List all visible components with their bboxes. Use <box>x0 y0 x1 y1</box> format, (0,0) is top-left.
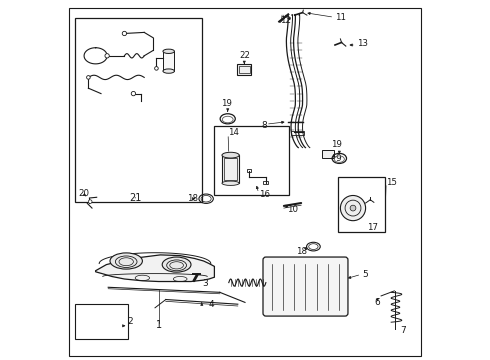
Bar <box>75 18 202 202</box>
Text: 8: 8 <box>261 121 267 130</box>
Bar <box>237 64 251 75</box>
Circle shape <box>88 200 92 203</box>
Text: 14: 14 <box>228 128 239 137</box>
Ellipse shape <box>163 69 174 73</box>
Ellipse shape <box>222 181 239 185</box>
Text: 9: 9 <box>335 154 341 163</box>
Text: 17: 17 <box>368 223 378 232</box>
Bar <box>239 66 250 73</box>
Bar <box>224 158 237 180</box>
Text: 2: 2 <box>127 317 132 326</box>
Bar <box>215 126 289 195</box>
Text: 11: 11 <box>335 13 346 22</box>
Text: 4: 4 <box>208 300 214 309</box>
Text: 1: 1 <box>155 320 162 330</box>
Circle shape <box>105 54 109 58</box>
Text: 19: 19 <box>331 140 342 149</box>
Text: 21: 21 <box>129 193 142 203</box>
Bar <box>222 155 239 183</box>
Circle shape <box>122 31 126 36</box>
Circle shape <box>155 67 158 70</box>
Ellipse shape <box>110 253 143 269</box>
Bar <box>322 150 334 158</box>
Text: 10: 10 <box>288 205 298 214</box>
Text: 12: 12 <box>280 15 291 24</box>
Bar <box>75 304 128 339</box>
Bar <box>247 169 251 172</box>
Text: 3: 3 <box>202 279 208 288</box>
Text: 7: 7 <box>400 326 406 335</box>
Text: 18: 18 <box>296 247 307 256</box>
Text: 6: 6 <box>374 298 380 307</box>
Bar <box>263 181 268 184</box>
Bar <box>291 131 304 135</box>
Ellipse shape <box>162 257 191 272</box>
Bar <box>163 51 174 71</box>
Text: 5: 5 <box>362 270 368 279</box>
Bar <box>338 177 386 232</box>
Polygon shape <box>96 255 215 282</box>
Circle shape <box>131 91 136 96</box>
Text: 20: 20 <box>79 189 90 198</box>
Ellipse shape <box>222 152 239 158</box>
Text: 18: 18 <box>187 194 197 203</box>
Circle shape <box>350 205 356 211</box>
Text: 15: 15 <box>386 178 397 187</box>
Circle shape <box>87 76 90 79</box>
Text: 13: 13 <box>357 40 368 49</box>
Text: 19: 19 <box>221 99 232 108</box>
Text: 22: 22 <box>240 51 250 60</box>
Text: 16: 16 <box>259 190 270 199</box>
Ellipse shape <box>163 49 174 54</box>
Circle shape <box>341 195 366 221</box>
FancyBboxPatch shape <box>263 257 348 316</box>
